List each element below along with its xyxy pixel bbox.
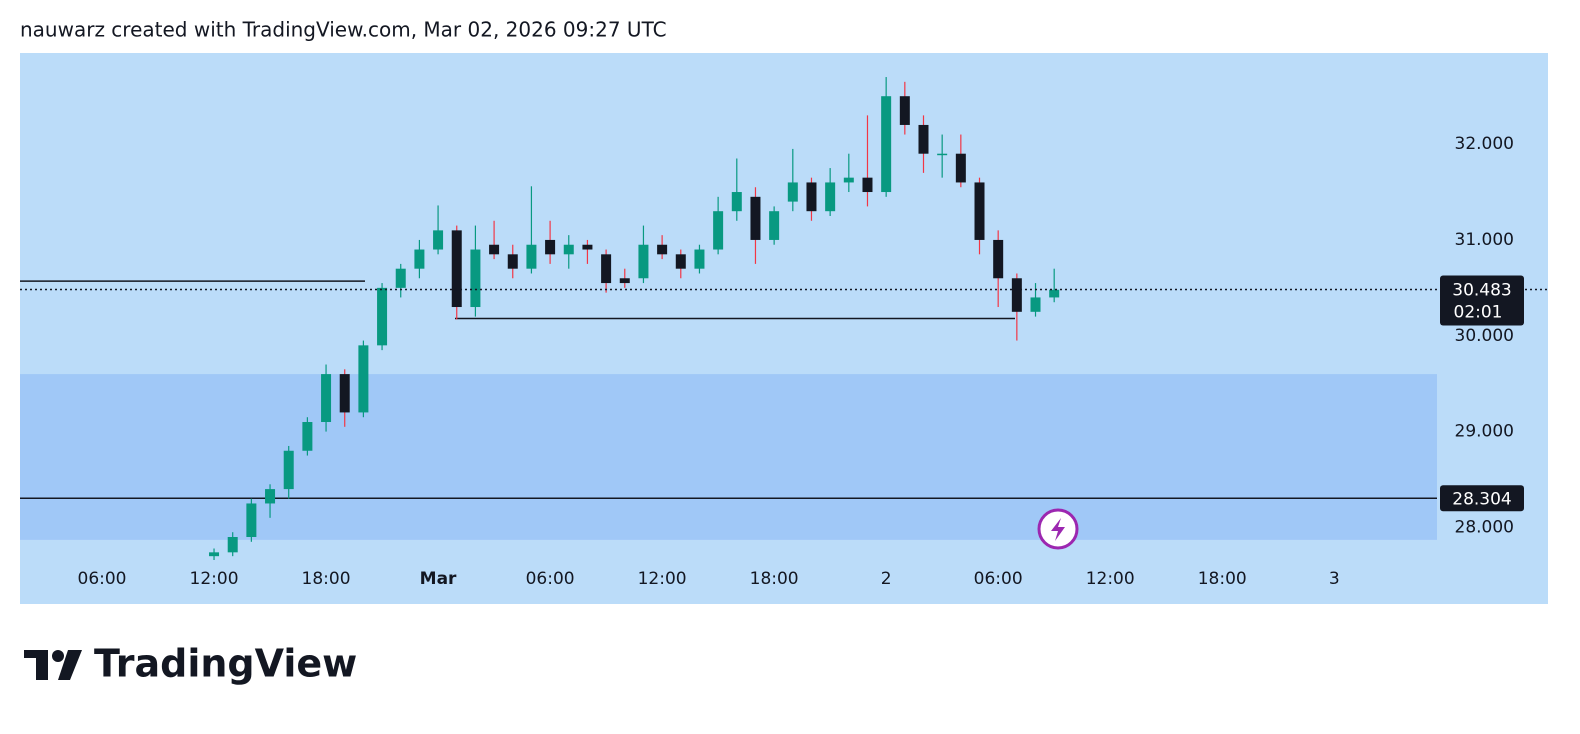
countdown: 02:01: [1454, 302, 1503, 322]
candle-body: [1030, 297, 1041, 312]
candle-body: [470, 249, 481, 308]
candle-body: [750, 196, 761, 240]
candle-body: [657, 244, 668, 255]
candle-body: [993, 239, 1004, 279]
last-price-box: [1440, 275, 1524, 326]
zone: [20, 374, 1437, 540]
x-tick-label: 18:00: [750, 569, 799, 589]
candle-body: [526, 244, 537, 269]
candle-body: [881, 96, 892, 193]
candle-body: [321, 374, 332, 423]
candle-body: [339, 374, 350, 413]
candle-body: [769, 211, 780, 240]
candle-body: [694, 249, 705, 269]
candle-body: [899, 96, 910, 125]
x-tick-label: 06:00: [78, 569, 127, 589]
candle-body: [358, 345, 369, 413]
candle-body: [638, 244, 649, 279]
last-price-label: 30.483: [1452, 280, 1511, 300]
candle-body: [955, 153, 966, 183]
candle-body: [395, 268, 406, 288]
x-tick-label: 12:00: [638, 569, 687, 589]
candle-body: [862, 177, 873, 193]
candle-body: [1011, 278, 1022, 312]
candle-body: [433, 230, 444, 250]
candle-body: [265, 489, 276, 504]
candle-body: [937, 153, 948, 156]
plot: 28.000 29.000 30.000 31.000 32.000 06:00 12:00…: [20, 53, 1548, 604]
alert-icon: [1037, 508, 1079, 550]
candle-body: [806, 182, 817, 212]
candle-body: [227, 537, 238, 553]
candle-body: [209, 552, 220, 557]
y-tick-label: 29.000: [1455, 422, 1514, 442]
candle-body: [545, 239, 556, 255]
candle-body: [619, 278, 630, 284]
candle-body: [489, 244, 500, 255]
x-tick-label: 3: [1329, 569, 1340, 589]
y-tick-label: 30.000: [1455, 326, 1514, 346]
candle-body: [918, 124, 929, 154]
y-tick-label: 32.000: [1455, 134, 1514, 154]
candle-body: [377, 287, 388, 346]
candle-body: [974, 182, 985, 240]
level-label-box: [1440, 485, 1524, 512]
level-label: 28.304: [1452, 489, 1511, 509]
candle-body: [582, 244, 593, 250]
brand-logo: [24, 650, 82, 680]
candle-body: [713, 211, 724, 250]
header: nauwarz created with TradingView.com, Ma…: [20, 18, 667, 42]
candle-body: [507, 254, 518, 269]
candle-body: [843, 177, 854, 183]
y-tick-label: 28.000: [1455, 517, 1514, 537]
x-tick-label: 06:00: [974, 569, 1023, 589]
candle-body: [787, 182, 798, 202]
candle-body: [731, 192, 742, 212]
candle-body: [825, 182, 836, 212]
candle-body: [283, 450, 294, 490]
x-tick-label: Mar: [420, 569, 457, 589]
candle-body: [302, 422, 313, 451]
x-tick-label: 12:00: [190, 569, 239, 589]
y-tick-label: 31.000: [1455, 230, 1514, 250]
x-tick-label: 06:00: [526, 569, 575, 589]
candle-body: [675, 254, 686, 269]
brand: TradingView: [94, 642, 357, 686]
x-tick-label: 18:00: [1198, 569, 1247, 589]
candle-body: [246, 503, 257, 538]
candle-body: [414, 249, 425, 269]
candle-body: [451, 230, 462, 308]
x-tick-label: 2: [881, 569, 892, 589]
candle-body: [1049, 289, 1060, 298]
x-tick-label: 12:00: [1086, 569, 1135, 589]
x-tick-label: 18:00: [302, 569, 351, 589]
candle-body: [601, 254, 612, 284]
candle-body: [563, 244, 574, 255]
